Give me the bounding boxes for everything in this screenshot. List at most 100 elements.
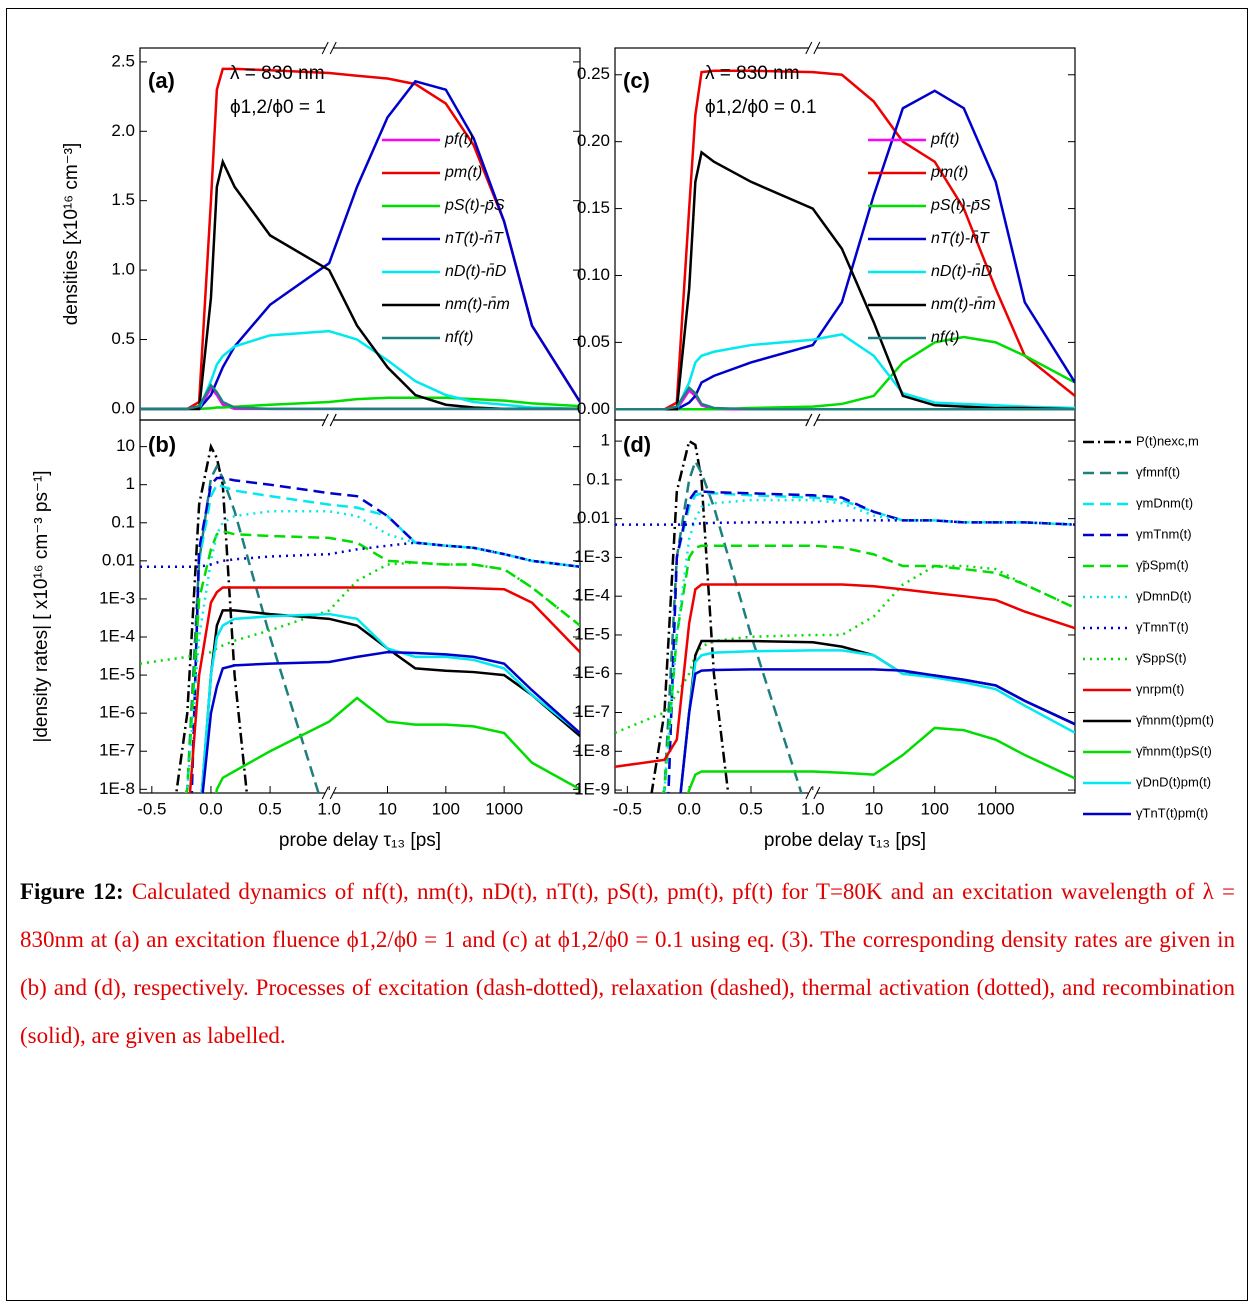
series-line xyxy=(140,396,580,411)
x-tick-label: 10 xyxy=(378,799,397,818)
x-tick-label: 0.0 xyxy=(199,799,223,818)
axis-break-gap xyxy=(325,45,334,51)
y-tick-label: 1E-8 xyxy=(574,741,610,760)
x-tick-label: 10 xyxy=(864,799,883,818)
y-axis-label: |density rates| [ x10¹⁶ cm⁻³ ps⁻¹] xyxy=(31,470,52,742)
panel: 0.00 0.05 0.10 0.15 0.20 0.25 (c) λ = 830 nm ϕ1,… xyxy=(577,41,1076,427)
legend-label: pS(t)-p̄S xyxy=(930,197,991,214)
axis-break xyxy=(329,786,337,800)
legend-label: γDmnD(t) xyxy=(1136,588,1192,603)
caption-label: Figure 12: xyxy=(20,879,124,904)
legend-label: nm(t)-n̄m xyxy=(445,296,510,313)
x-axis-label: probe delay τ₁₃ [ps] xyxy=(764,830,926,851)
series-line xyxy=(140,67,580,411)
x-tick-label: 0.5 xyxy=(258,799,282,818)
panel-label: (b) xyxy=(148,432,176,457)
y-tick-label: 0.10 xyxy=(577,265,610,284)
legend-label: nf(t) xyxy=(445,329,473,346)
series-line xyxy=(615,69,1075,411)
y-tick-label: 0.20 xyxy=(577,131,610,150)
series-line xyxy=(650,439,730,793)
y-tick-label: 1E-5 xyxy=(574,624,610,643)
axis-break-gap xyxy=(325,417,334,423)
series-line xyxy=(201,650,580,793)
y-axis-label: densities [x10¹⁶ cm⁻³] xyxy=(61,143,82,326)
x-tick-label: 0.5 xyxy=(739,799,763,818)
page-border xyxy=(6,8,1248,1301)
x-tick-label: -0.5 xyxy=(613,799,642,818)
x-tick-label: 100 xyxy=(432,799,460,818)
series-line xyxy=(615,519,1075,526)
series-line xyxy=(661,498,1075,793)
figure: 0.0 0.5 1.0 1.5 2.0 2.5 (a) λ = 830 nm ϕ1,2/ϕ0 =… xyxy=(31,41,1214,851)
series-line xyxy=(661,458,803,793)
x-tick-label: -0.5 xyxy=(137,799,166,818)
series-line xyxy=(615,150,1075,411)
series-line xyxy=(661,544,1075,793)
series-line xyxy=(615,333,1075,411)
y-tick-label: 0.05 xyxy=(577,332,610,351)
legend-label: γmTnm(t) xyxy=(1136,526,1192,541)
axis-break xyxy=(813,41,821,55)
legend-label: γTmnT(t) xyxy=(1136,619,1189,634)
legend-label: pm(t) xyxy=(444,164,482,181)
series-line xyxy=(140,383,580,411)
series-line xyxy=(615,89,1075,411)
y-tick-label: 1E-6 xyxy=(574,663,610,682)
legend-label: γ̃SppS(t) xyxy=(1136,650,1187,665)
axis-break xyxy=(329,41,337,55)
y-tick-label: 0.01 xyxy=(577,508,610,527)
legend-label: nD(t)-n̄D xyxy=(445,263,507,280)
legend-label: γ̃mnm(t)pS(t) xyxy=(1136,743,1212,758)
legend-label: γ̃mnm(t)pm(t) xyxy=(1136,712,1214,727)
legend-label: nf(t) xyxy=(931,329,959,346)
y-tick-label: 2.5 xyxy=(111,51,135,70)
axis-break-gap xyxy=(325,790,334,796)
x-tick-label: 1000 xyxy=(977,799,1015,818)
series-line xyxy=(615,583,1075,768)
series-line xyxy=(686,726,1075,793)
y-tick-label: 1 xyxy=(126,474,135,493)
legend-label: γmDnm(t) xyxy=(1136,495,1193,510)
caption-text: Calculated dynamics of nf(t), nm(t), nD(… xyxy=(20,879,1235,1048)
y-tick-label: 0.5 xyxy=(111,329,135,348)
legend-label: nm(t)-n̄m xyxy=(931,296,996,313)
series-line xyxy=(190,476,580,793)
axis-break xyxy=(321,413,329,427)
axis-break xyxy=(813,786,821,800)
y-tick-label: 0.01 xyxy=(102,550,135,569)
y-tick-label: 0.1 xyxy=(111,512,135,531)
legend-label: γfmnf(t) xyxy=(1136,464,1180,479)
y-tick-label: 1E-8 xyxy=(99,779,135,798)
panel-label: (c) xyxy=(623,68,650,93)
legend-label: γnrpm(t) xyxy=(1136,681,1184,696)
panel-label: (d) xyxy=(623,432,651,457)
series-line xyxy=(140,541,580,568)
annotation: λ = 830 nm xyxy=(230,63,325,84)
legend-label: pf(t) xyxy=(444,131,473,148)
y-tick-label: 0.15 xyxy=(577,198,610,217)
legend-label: nT(t)-n̄T xyxy=(931,230,990,247)
y-tick-label: 10 xyxy=(116,436,135,455)
y-tick-label: 1E-5 xyxy=(99,665,135,684)
y-tick-label: 1.5 xyxy=(111,190,135,209)
plot-frame xyxy=(614,47,1076,421)
series-line xyxy=(615,564,1075,734)
axis-break-gap xyxy=(808,417,817,423)
axis-break-gap xyxy=(808,45,817,51)
x-axis-label: probe delay τ₁₃ [ps] xyxy=(279,830,441,851)
annotation: ϕ1,2/ϕ0 = 1 xyxy=(230,97,326,118)
legend-label: γDnD(t)pm(t) xyxy=(1136,774,1211,789)
panel: 1E-8 1E-7 1E-6 1E-5 1E-4 1E-3 0.01 0.1 1 10 -0.5 0.… xyxy=(31,413,581,851)
x-tick-label: 0.0 xyxy=(677,799,701,818)
panel-label: (a) xyxy=(148,68,175,93)
axis-break xyxy=(329,413,337,427)
x-tick-label: 100 xyxy=(921,799,949,818)
legend-label: nD(t)-n̄D xyxy=(931,263,993,280)
caption: Figure 12: Calculated dynamics of nf(t),… xyxy=(20,868,1235,1060)
series-line xyxy=(184,529,580,793)
series-line xyxy=(615,335,1075,411)
y-tick-label: 1E-3 xyxy=(574,547,610,566)
series-line xyxy=(667,490,1075,793)
